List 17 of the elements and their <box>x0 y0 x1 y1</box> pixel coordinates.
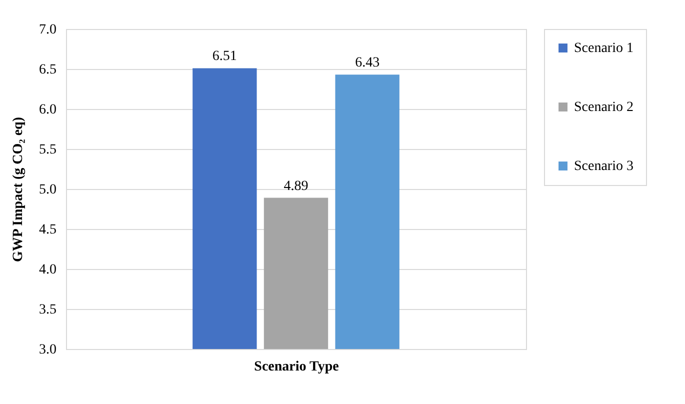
y-tick-label: 4.0 <box>39 262 56 278</box>
y-tick-label: 5.5 <box>39 142 56 158</box>
data-label: 4.89 <box>284 178 308 194</box>
x-axis-title: Scenario Type <box>254 360 339 374</box>
y-tick-label: 5.0 <box>39 182 56 198</box>
legend-label: Scenario 1 <box>574 41 634 56</box>
y-tick-label: 6.5 <box>39 62 56 78</box>
data-label: 6.43 <box>355 56 380 71</box>
y-tick-label: 3.0 <box>39 342 56 358</box>
legend-label: Scenario 2 <box>574 100 634 115</box>
y-axis-title: GWP Impact (g CO₂ eq) <box>11 116 26 262</box>
y-tick-label: 6.0 <box>39 102 56 118</box>
y-tick-label: 7.0 <box>39 22 56 38</box>
legend-label: Scenario 3 <box>574 159 634 174</box>
data-label: 6.51 <box>212 49 237 64</box>
y-tick-label: 4.5 <box>39 222 56 238</box>
y-tick-label: 3.5 <box>39 302 56 318</box>
